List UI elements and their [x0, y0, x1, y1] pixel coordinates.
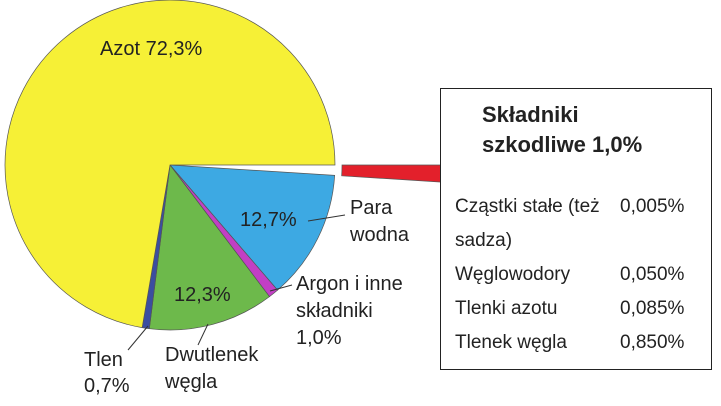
breakdown-value: 0,005%	[620, 196, 685, 217]
pie-slice	[4, 0, 336, 329]
value-label: 12,3%	[174, 284, 231, 306]
leader-line	[197, 323, 209, 346]
value-label: 72,3%	[145, 38, 203, 60]
breakdown-box	[440, 88, 712, 370]
leader-line	[127, 325, 149, 351]
category-label: Tlen	[84, 349, 123, 371]
box-title: Składniki szkodliwe 1,0%	[482, 100, 677, 160]
slices	[4, 0, 443, 331]
pie-slice	[148, 164, 270, 331]
category-label: Argon i inne składniki	[296, 273, 403, 322]
value-label: 1,0%	[592, 132, 643, 157]
leader-line	[307, 214, 346, 222]
breakdown-name: Tlenek węgla	[455, 332, 567, 353]
pie-slice	[169, 164, 336, 291]
pie-slice	[341, 164, 443, 183]
breakdown-name: Węglowodory	[455, 264, 571, 285]
category-label: Azot	[100, 38, 141, 60]
value-label: 12,7%	[240, 209, 297, 231]
value-label: 0,7%	[84, 375, 130, 397]
breakdown-value: 0,850%	[620, 332, 685, 353]
slice-label: Azot 72,3%	[100, 36, 202, 63]
category-label: Dwutlenek węgla	[165, 344, 259, 393]
breakdown-name: Cząstki stałe (też sadza)	[455, 196, 600, 251]
category-label: Składniki szkodliwe	[482, 102, 586, 157]
leader-lines	[127, 214, 346, 351]
breakdown-value: 0,050%	[620, 264, 685, 285]
breakdown-name: Tlenki azotu	[455, 298, 558, 319]
leader-line	[269, 284, 293, 292]
breakdown-value: 0,085%	[620, 298, 685, 319]
value-label: 1,0%	[296, 327, 342, 349]
category-label: Para wodna	[350, 197, 409, 246]
